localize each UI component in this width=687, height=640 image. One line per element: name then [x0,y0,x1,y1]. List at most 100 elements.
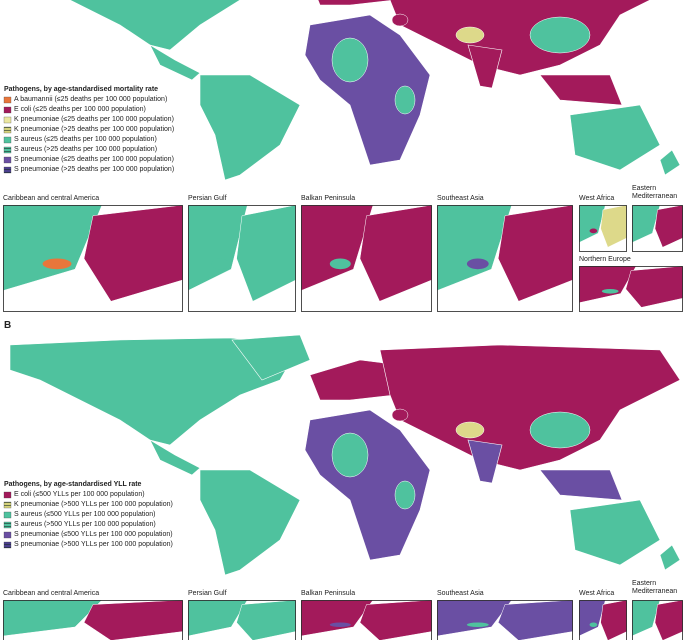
inset-map [188,600,296,640]
inset-label: Persian Gulf [188,590,227,597]
country-region [391,408,409,422]
legend-swatch [3,96,12,104]
legend-label: A baumannii (≤25 deaths per 100 000 popu… [14,96,168,103]
country-region [329,622,351,627]
legend-hatch [4,167,11,173]
country-region [359,205,432,302]
inset-map [301,600,432,640]
country-region [394,85,416,115]
country-region [589,228,598,234]
inset-frame [437,205,573,312]
legend-label: S aureus (≤25 deaths per 100 000 populat… [14,136,157,143]
country-region [579,266,637,304]
country-region [643,228,652,234]
country-region [236,205,296,302]
inset-frame [188,600,296,640]
country-region [199,74,301,181]
country-region [301,600,374,637]
country-region [467,44,503,89]
inset-label: Southeast Asia [437,195,484,202]
inset-map [632,205,683,252]
inset-label: Eastern Mediterranean [632,185,678,200]
country-region [83,205,183,302]
country-region [437,205,513,291]
country-region [3,205,103,291]
inset-label: Persian Gulf [188,195,227,202]
legend-label: E coli (≤500 YLLs per 100 000 population… [14,491,145,498]
legend-title: Pathogens, by age-standardised YLL rate [4,481,142,488]
inset-map [437,600,573,640]
country-region [455,26,485,44]
country-region [3,600,103,637]
inset-frame [632,600,683,640]
inset-frame [301,600,432,640]
inset-frame [3,600,183,640]
country-region [329,258,351,270]
country-region [211,258,230,270]
legend-hatch [4,502,11,508]
legend-label: K pneumoniae (>25 deaths per 100 000 pop… [14,126,175,133]
country-region [569,499,661,566]
country-region [231,335,311,381]
inset-map [632,600,683,640]
country-region [659,544,681,571]
inset-label: Balkan Peninsula [301,195,356,202]
country-region [394,480,416,510]
inset-map [579,205,627,252]
country-region [188,205,248,291]
world-map [69,0,681,181]
inset-frame [579,600,627,640]
world-map [9,335,681,576]
inset-label: West Africa [579,195,615,202]
country-region [317,0,396,6]
inset-map [3,205,183,312]
inset-map [301,205,432,312]
inset-frame [301,205,432,312]
country-region [466,622,489,627]
country-region [632,205,661,243]
legend-swatch [3,491,12,499]
legend-swatch [3,116,12,124]
inset-label: Eastern Mediterranean [632,580,678,595]
inset-label: Northern Europe [579,256,631,263]
country-region [529,16,591,54]
inset-label: Southeast Asia [437,590,484,597]
country-region [149,44,201,81]
inset-frame [437,600,573,640]
legend-label: S aureus (>25 deaths per 100 000 populat… [14,146,158,153]
legend-swatch [3,156,12,164]
inset-label: Caribbean and central America [3,195,100,202]
legend-hatch [4,147,11,153]
legend-hatch [4,127,11,133]
legend-bg [2,84,182,176]
legend-swatch [3,511,12,519]
country-region [211,622,230,627]
inset-frame [579,266,683,312]
panel-label: B [4,320,12,331]
country-region [643,622,652,627]
inset-label: Balkan Peninsula [301,590,356,597]
legend-label: E coli (≤25 deaths per 100 000 populatio… [14,106,146,113]
inset-frame [579,205,627,252]
legend-swatch [3,106,12,114]
country-region [632,600,661,637]
legend-label: S pneumoniae (>500 YLLs per 100 000 popu… [14,541,173,548]
legend-label: S pneumoniae (≤500 YLLs per 100 000 popu… [14,531,173,538]
inset-label: Caribbean and central America [3,590,100,597]
legend-label: S pneumoniae (>25 deaths per 100 000 pop… [14,166,175,173]
inset-map [437,205,573,312]
country-region [42,622,72,627]
country-region [601,289,619,294]
country-region [455,421,485,439]
country-region [579,205,606,243]
country-region [331,37,369,83]
legend-bg [2,479,182,551]
country-region [437,600,513,637]
country-region [69,0,241,51]
inset-frame [632,205,683,252]
country-region [389,0,651,76]
country-region [539,469,623,501]
country-region [391,13,409,27]
